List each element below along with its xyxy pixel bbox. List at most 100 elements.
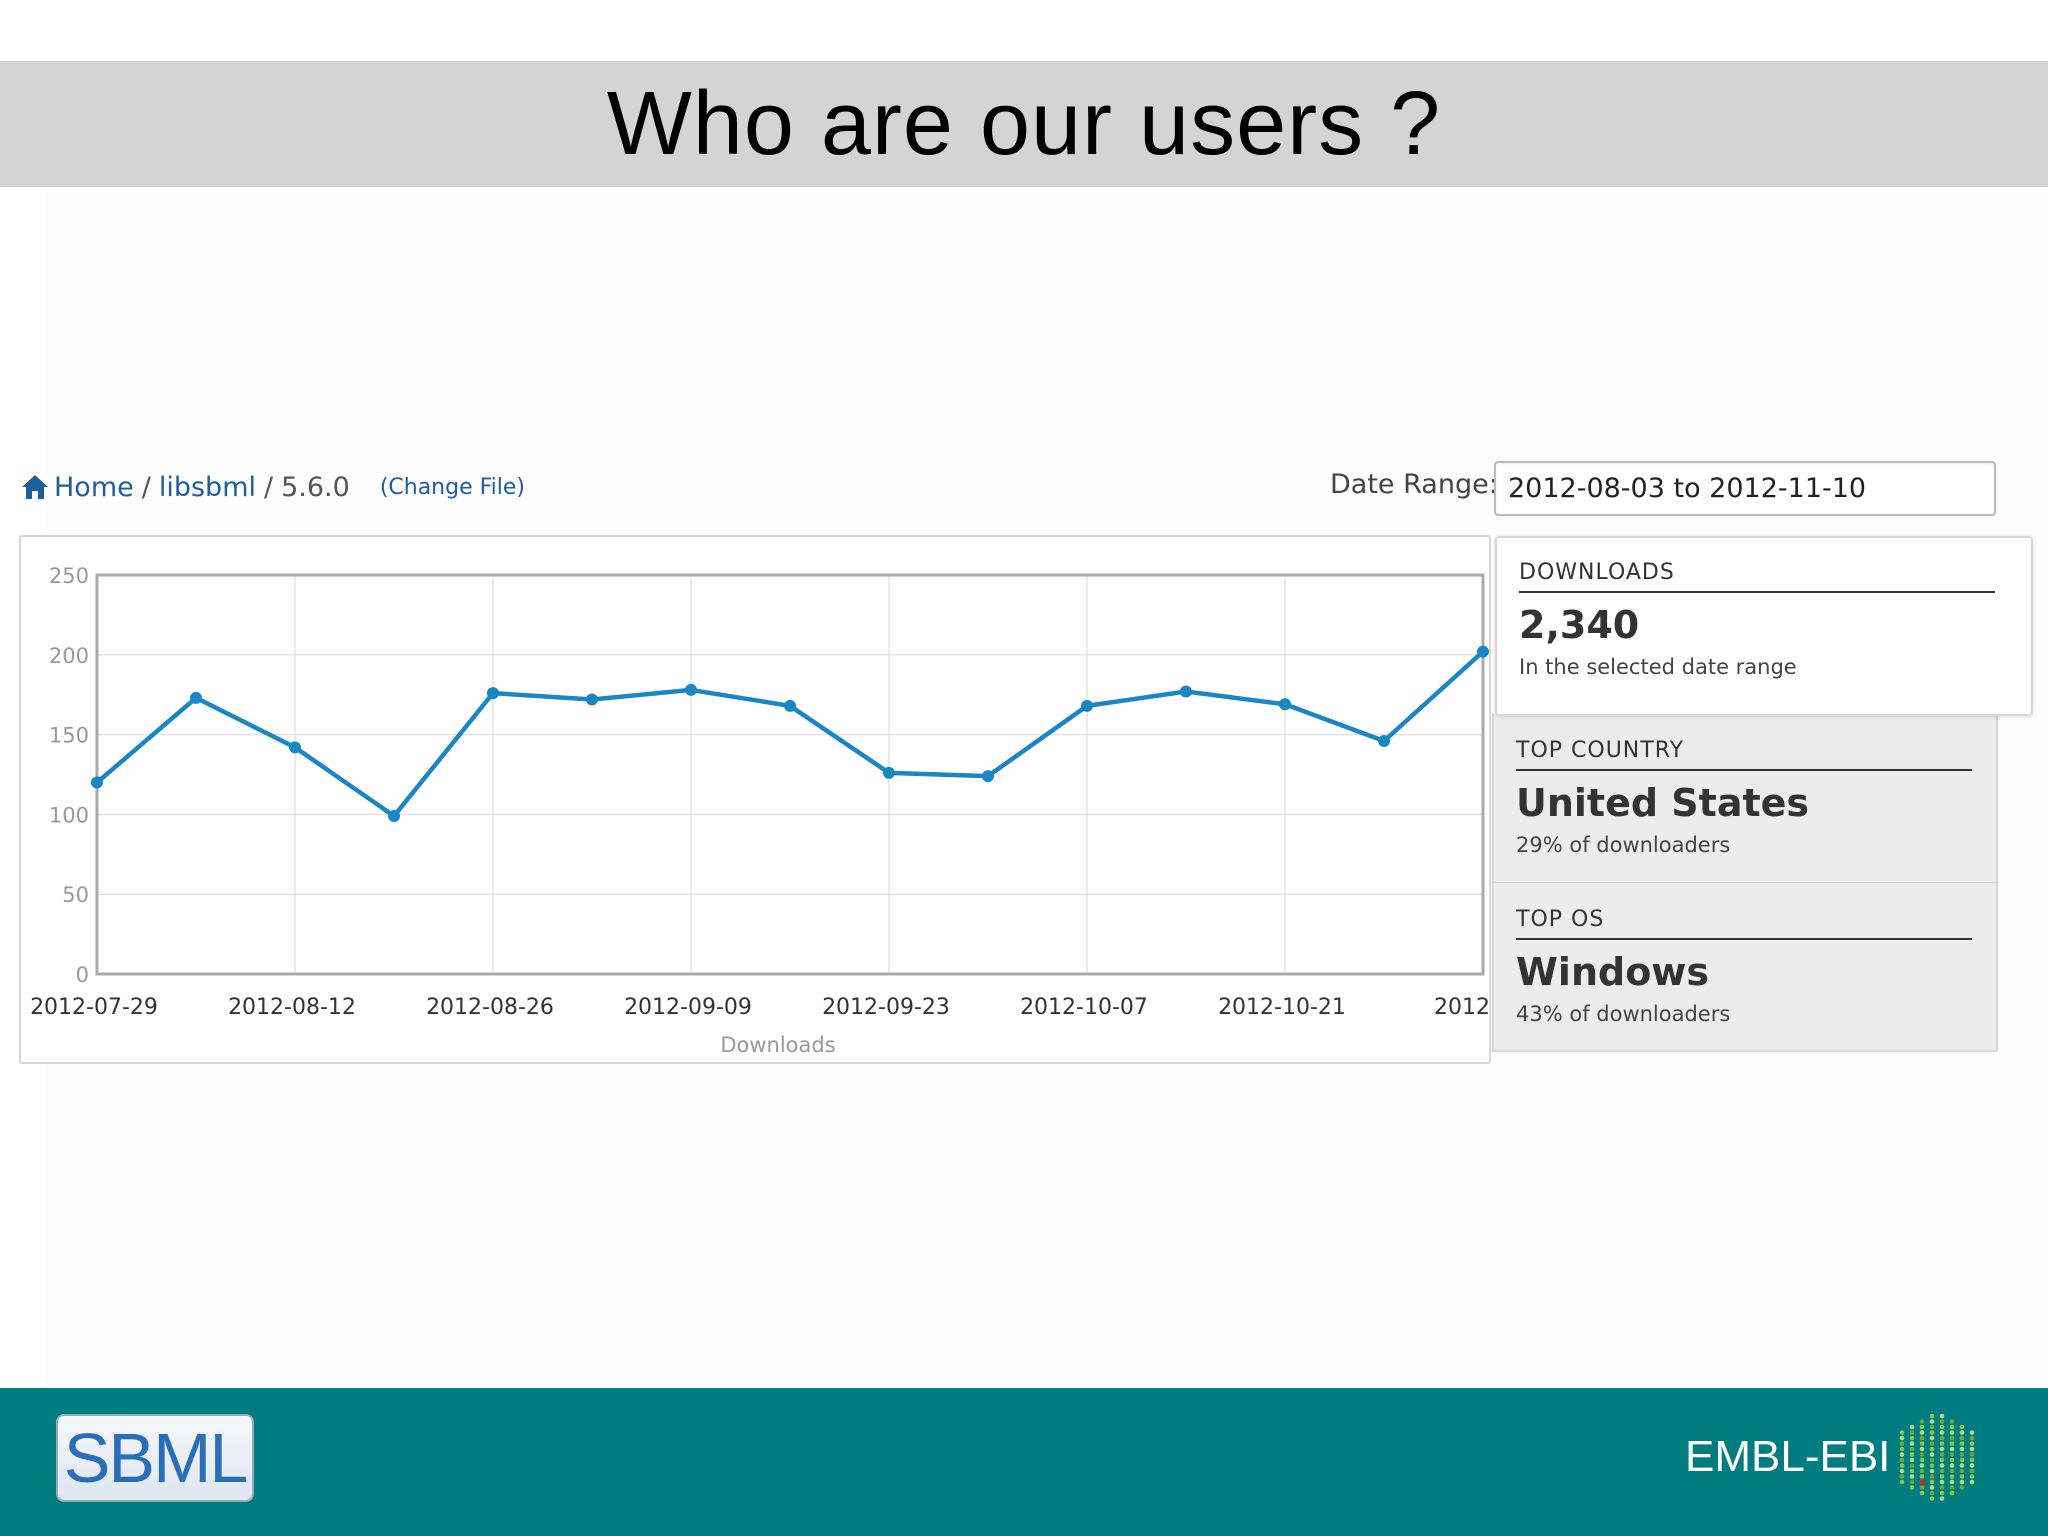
data-point (883, 766, 895, 779)
breadcrumb-project-link[interactable]: libsbml (158, 471, 256, 503)
logo-dot (1939, 1457, 1945, 1463)
logo-dot (1959, 1452, 1965, 1457)
logo-dot (1939, 1413, 1945, 1419)
logo-dot (1929, 1452, 1935, 1457)
data-point (685, 683, 697, 696)
logo-dot (1959, 1430, 1965, 1435)
data-point (1279, 698, 1291, 711)
logo-dot (1939, 1419, 1945, 1424)
logo-dot (1899, 1468, 1905, 1474)
logo-dot (1949, 1457, 1955, 1463)
logo-dot (1969, 1479, 1975, 1485)
y-tick-label: 50 (62, 883, 89, 907)
logo-dot (1929, 1463, 1935, 1468)
x-axis-label: Downloads (720, 1033, 835, 1057)
date-range-label: Date Range: (1330, 469, 1498, 500)
logo-dot (1909, 1424, 1915, 1430)
stat-country-heading: TOP COUNTRY (1516, 738, 1972, 771)
logo-dot (1959, 1441, 1965, 1446)
plot-frame (95, 573, 1485, 976)
stat-downloads-sub: In the selected date range (1519, 655, 1797, 679)
logo-dot (1929, 1485, 1935, 1490)
data-point (190, 691, 202, 704)
logo-dot (1919, 1441, 1925, 1446)
logo-dot (1959, 1463, 1965, 1468)
data-point (1081, 699, 1093, 712)
logo-dot (1919, 1446, 1925, 1452)
slide-title: Who are our users ? (606, 73, 1442, 174)
stat-country-sub: 29% of downloaders (1516, 833, 1731, 857)
logo-dot (1909, 1463, 1915, 1468)
logo-dot (1939, 1479, 1945, 1485)
breadcrumb-separator: / (264, 471, 274, 503)
logo-dot (1939, 1485, 1945, 1490)
x-tick-label: 2012-08-12 (228, 995, 356, 1020)
logo-dot (1949, 1441, 1955, 1446)
logo-dot (1939, 1441, 1945, 1446)
logo-dot (1959, 1435, 1965, 1441)
logo-dot (1899, 1452, 1905, 1457)
logo-dot (1899, 1446, 1905, 1452)
stat-downloads: DOWNLOADS 2,340 In the selected date ran… (1495, 536, 2033, 716)
logo-dot (1929, 1490, 1935, 1496)
downloads-chart-panel: 0 50 100 150 200 250 2012-07-29 2012-08-12 2012-… (19, 535, 1491, 1064)
logo-dot (1969, 1457, 1975, 1463)
breadcrumb-home-link[interactable]: Home (54, 471, 134, 503)
logo-dot (1919, 1490, 1925, 1496)
y-tick-label: 100 (49, 803, 89, 827)
logo-dot (1949, 1452, 1955, 1457)
date-range-input[interactable] (1494, 461, 1996, 516)
logo-dot (1909, 1446, 1915, 1452)
logo-dot (1909, 1474, 1915, 1479)
stat-downloads-value: 2,340 (1519, 603, 1640, 647)
logo-dot (1949, 1474, 1955, 1479)
logo-dot (1919, 1463, 1925, 1468)
logo-dot (1969, 1435, 1975, 1441)
logo-dot (1929, 1457, 1935, 1463)
stat-downloads-heading: DOWNLOADS (1519, 560, 1995, 593)
logo-dot (1929, 1413, 1935, 1419)
home-icon[interactable] (20, 473, 50, 501)
logo-dot (1899, 1479, 1905, 1485)
logo-dot (1919, 1457, 1925, 1463)
logo-dot (1919, 1430, 1925, 1435)
stat-top-os: TOP OS Windows 43% of downloaders (1492, 882, 1998, 1052)
data-point (1180, 685, 1192, 698)
data-point (784, 699, 796, 712)
logo-dot (1929, 1441, 1935, 1446)
logo-accent-dot (1919, 1479, 1925, 1485)
y-tick-label: 200 (49, 644, 89, 668)
logo-dot (1939, 1474, 1945, 1479)
logo-dot (1939, 1468, 1945, 1474)
stat-os-value: Windows (1516, 950, 1710, 994)
logo-dot (1939, 1496, 1945, 1501)
logo-dot (1919, 1419, 1925, 1424)
change-file-link[interactable]: (Change File) (379, 474, 526, 500)
logo-dot (1909, 1441, 1915, 1446)
logo-dot (1969, 1430, 1975, 1435)
logo-dot (1949, 1485, 1955, 1490)
logo-dot (1949, 1463, 1955, 1468)
logo-dot (1929, 1474, 1935, 1479)
logo-dot (1909, 1430, 1915, 1435)
stat-country-value: United States (1516, 781, 1810, 825)
stat-os-heading: TOP OS (1516, 907, 1972, 940)
logo-dot (1919, 1452, 1925, 1457)
stat-top-country: TOP COUNTRY United States 29% of downloa… (1492, 714, 1998, 884)
logo-dot (1899, 1474, 1905, 1479)
logo-dot (1909, 1468, 1915, 1474)
y-tick-label: 0 (76, 963, 89, 987)
x-tick-label: 2012-10-21 (1218, 995, 1346, 1020)
logo-dot (1949, 1430, 1955, 1435)
logo-dot (1919, 1474, 1925, 1479)
data-point (487, 687, 499, 700)
logo-dot (1929, 1430, 1935, 1435)
logo-dot (1939, 1490, 1945, 1496)
x-tick-label: 2012-11 (1434, 995, 1489, 1020)
logo-dot (1969, 1463, 1975, 1468)
y-tick-label: 150 (49, 724, 89, 748)
slide-footer: SBML EMBL-EBI (0, 1388, 2048, 1536)
data-point (289, 741, 301, 754)
logo-dot (1929, 1468, 1935, 1474)
logo-dot (1929, 1435, 1935, 1441)
